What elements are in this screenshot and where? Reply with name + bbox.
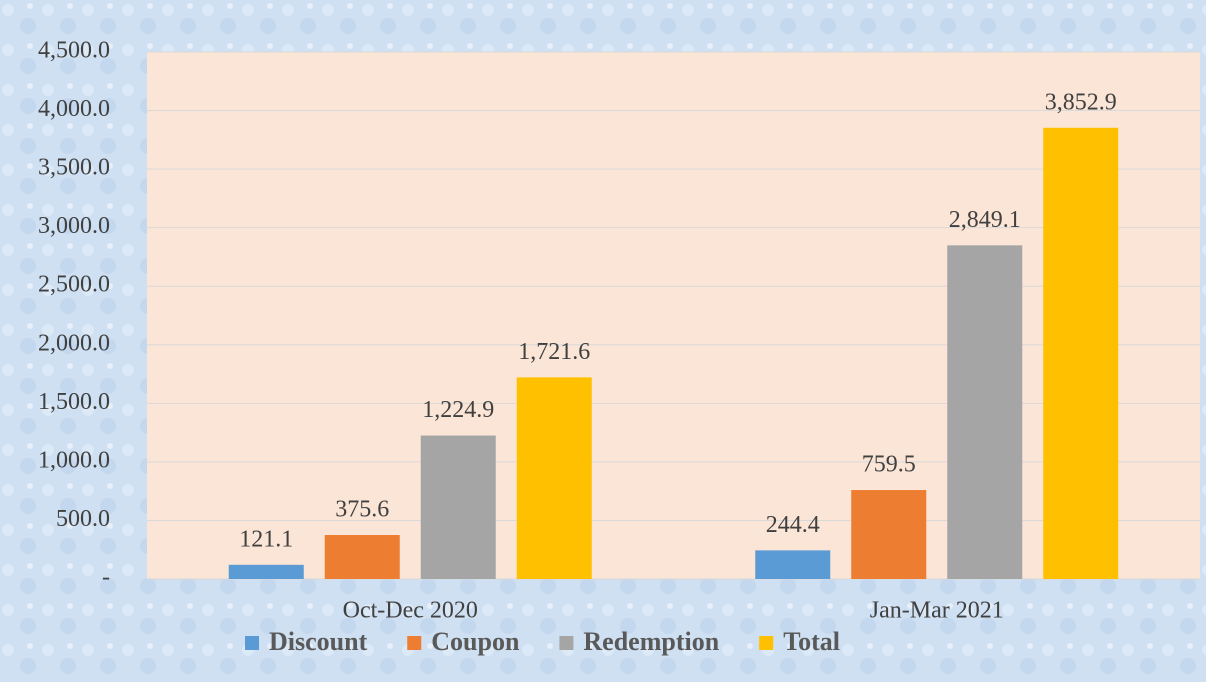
legend-label: Redemption — [583, 627, 719, 656]
bar — [420, 435, 496, 579]
x-tick-label: Oct-Dec 2020 — [343, 598, 478, 624]
legend-swatch — [245, 636, 259, 650]
bar — [851, 490, 927, 579]
data-label: 121.1 — [239, 526, 293, 552]
data-label: 1,721.6 — [518, 339, 590, 365]
y-tick-label: 500.0 — [56, 506, 110, 532]
y-tick-label: 4,000.0 — [38, 96, 110, 122]
data-label: 3,852.9 — [1045, 89, 1117, 115]
bar — [228, 564, 304, 579]
data-label: 375.6 — [335, 497, 389, 523]
bar — [755, 550, 831, 579]
plot-area — [147, 52, 1200, 579]
y-tick-label: 1,500.0 — [38, 389, 110, 415]
bar — [1043, 127, 1119, 580]
legend-swatch — [759, 636, 774, 650]
y-tick-label: 3,500.0 — [38, 155, 110, 181]
y-tick-label: 1,000.0 — [38, 447, 110, 473]
y-tick-label: - — [102, 565, 110, 591]
legend-swatch — [407, 636, 422, 650]
x-tick-label: Jan-Mar 2021 — [870, 598, 1004, 624]
data-label: 244.4 — [766, 512, 820, 538]
y-tick-label: 3,000.0 — [38, 213, 110, 239]
legend-label: Coupon — [431, 627, 520, 656]
bar — [324, 535, 400, 579]
data-label: 2,849.1 — [949, 207, 1021, 233]
y-tick-label: 4,500.0 — [38, 38, 110, 64]
y-tick-label: 2,000.0 — [38, 330, 110, 356]
bar — [516, 377, 592, 579]
bar — [947, 245, 1023, 579]
legend-swatch — [559, 636, 574, 650]
legend-label: Discount — [269, 627, 368, 656]
legend-label: Total — [783, 627, 840, 656]
data-label: 759.5 — [862, 452, 916, 478]
y-tick-label: 2,500.0 — [38, 272, 110, 298]
data-label: 1,224.9 — [422, 397, 494, 423]
